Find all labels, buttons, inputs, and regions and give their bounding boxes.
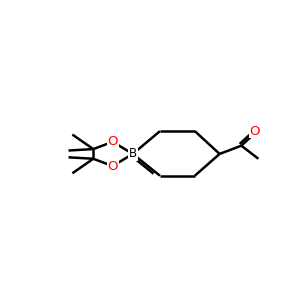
Text: B: B bbox=[129, 147, 137, 161]
Text: O: O bbox=[107, 160, 118, 172]
Text: O: O bbox=[107, 135, 118, 148]
Text: B: B bbox=[129, 147, 137, 161]
Text: O: O bbox=[249, 125, 260, 138]
